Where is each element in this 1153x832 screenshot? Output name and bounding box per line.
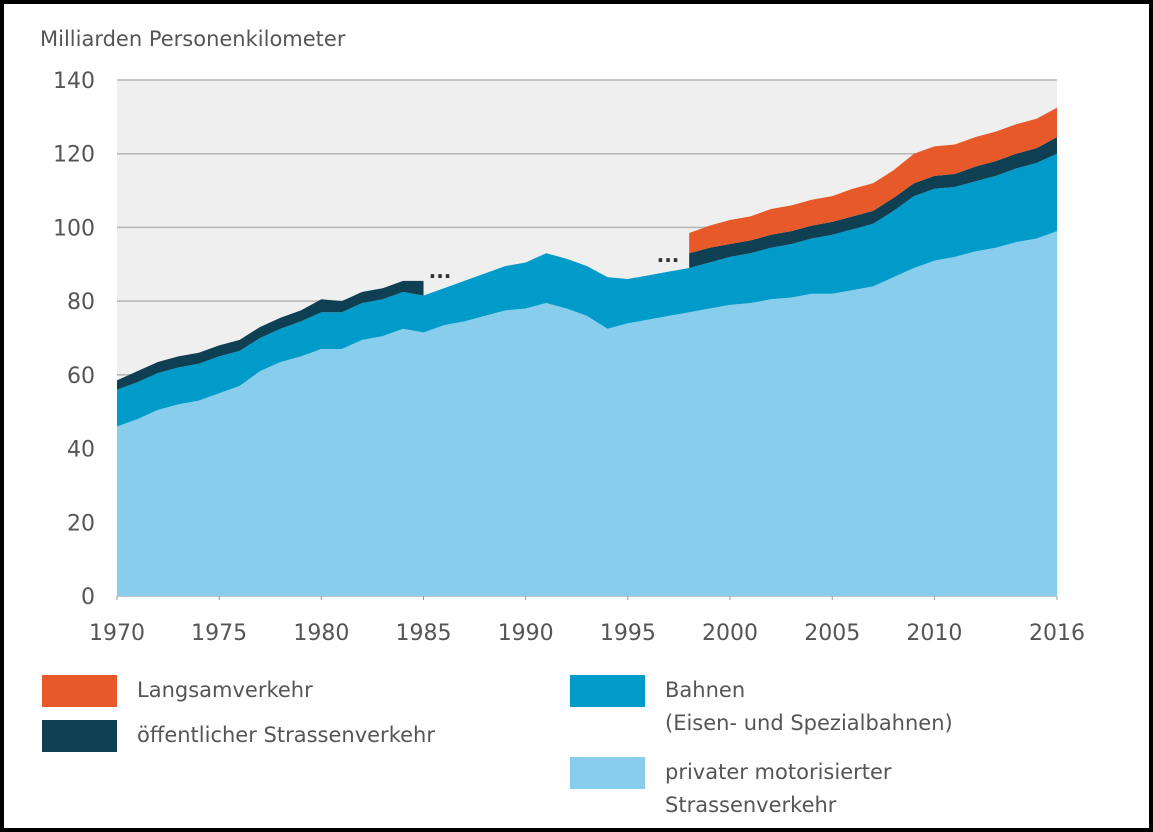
- legend-label: Langsamverkehr: [137, 678, 313, 702]
- area: [689, 107, 1057, 254]
- legend-label: Bahnen (Eisen- und Spezialbahnen): [665, 678, 953, 735]
- y-tick-label: 0: [81, 585, 95, 610]
- area: [689, 137, 1057, 268]
- x-tick-label: 1995: [600, 621, 656, 646]
- y-axis-label: Milliarden Personenkilometer: [40, 27, 346, 51]
- x-tick-label: 2005: [804, 621, 860, 646]
- legend-swatch: [42, 720, 117, 752]
- y-tick-label: 120: [53, 143, 95, 168]
- y-tick-label: 60: [67, 364, 95, 389]
- legend-label: privater motorisierter Strassenverkehr: [665, 760, 892, 817]
- legend-swatch: [42, 675, 117, 707]
- area: [117, 231, 1057, 596]
- x-tick-label: 1990: [498, 621, 554, 646]
- y-tick-label: 140: [53, 69, 95, 94]
- area: [117, 280, 424, 390]
- x-tick-label: 1980: [293, 621, 349, 646]
- x-tick-label: 1970: [89, 621, 145, 646]
- annotation: ...: [429, 259, 452, 283]
- x-tick-label: 1975: [191, 621, 247, 646]
- legend-swatch: [570, 757, 645, 789]
- y-tick-label: 100: [53, 216, 95, 241]
- legend-swatch: [570, 675, 645, 707]
- y-tick-label: 20: [67, 511, 95, 536]
- area: [117, 153, 1057, 427]
- y-tick-label: 40: [67, 438, 95, 463]
- x-tick-label: 2016: [1029, 621, 1085, 646]
- y-tick-label: 80: [67, 290, 95, 315]
- x-tick-label: 2000: [702, 621, 758, 646]
- legend-label: öffentlicher Strassenverkehr: [137, 723, 435, 747]
- x-tick-label: 1985: [396, 621, 452, 646]
- annotation: ...: [657, 243, 680, 267]
- x-tick-label: 2010: [906, 621, 962, 646]
